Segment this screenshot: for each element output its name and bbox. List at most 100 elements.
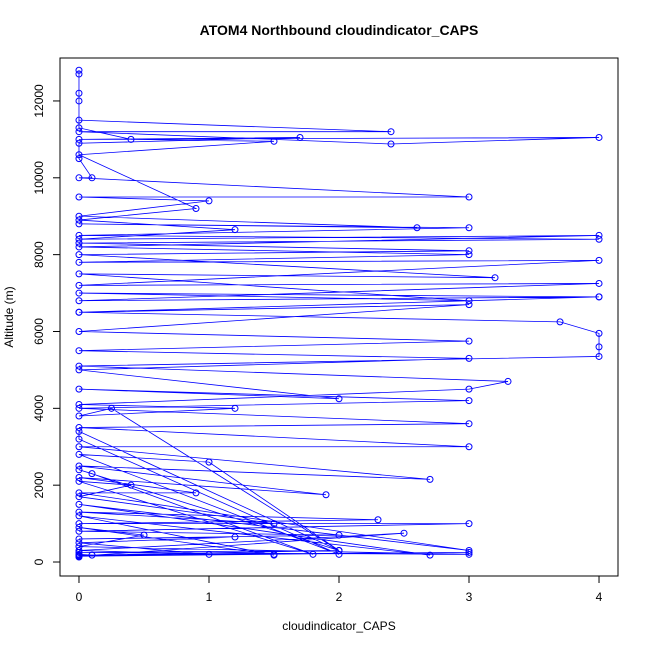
- point: [556, 318, 564, 326]
- point: [335, 546, 343, 554]
- point: [75, 193, 83, 201]
- point: [75, 435, 83, 443]
- point: [465, 224, 473, 232]
- point: [75, 400, 83, 408]
- point: [75, 443, 83, 451]
- point: [75, 243, 83, 251]
- point: [205, 550, 213, 558]
- point: [75, 462, 83, 470]
- point: [75, 281, 83, 289]
- point: [270, 137, 278, 145]
- x-tick-label: 2: [336, 590, 343, 604]
- y-tick-label: 10000: [32, 161, 46, 195]
- point: [75, 493, 83, 501]
- point: [75, 500, 83, 508]
- point: [595, 231, 603, 239]
- point: [75, 174, 83, 182]
- point: [75, 327, 83, 335]
- point: [595, 343, 603, 351]
- point: [335, 550, 343, 558]
- point: [465, 301, 473, 309]
- point: [75, 124, 83, 132]
- point: [75, 539, 83, 547]
- point: [75, 385, 83, 393]
- point: [387, 140, 395, 148]
- point: [465, 420, 473, 428]
- point: [75, 404, 83, 412]
- point: [75, 512, 83, 520]
- point: [192, 489, 200, 497]
- point: [75, 473, 83, 481]
- point: [335, 395, 343, 403]
- point: [75, 466, 83, 474]
- point: [465, 297, 473, 305]
- point: [75, 347, 83, 355]
- point: [231, 404, 239, 412]
- point: [140, 531, 148, 539]
- point: [270, 550, 278, 558]
- point: [491, 274, 499, 282]
- point: [88, 551, 96, 559]
- point: [75, 235, 83, 243]
- y-tick-label: 8000: [32, 241, 46, 268]
- y-tick-label: 2000: [32, 472, 46, 499]
- point: [426, 475, 434, 483]
- point: [127, 481, 135, 489]
- point: [75, 523, 83, 531]
- y-tick-label: 4000: [32, 395, 46, 422]
- point: [465, 443, 473, 451]
- point: [75, 289, 83, 297]
- point: [75, 527, 83, 535]
- point: [75, 308, 83, 316]
- point: [335, 531, 343, 539]
- point: [75, 97, 83, 105]
- point: [465, 546, 473, 554]
- point: [75, 151, 83, 159]
- point: [75, 231, 83, 239]
- point: [75, 258, 83, 266]
- point: [75, 239, 83, 247]
- point: [75, 552, 83, 560]
- point: [231, 226, 239, 234]
- point: [322, 491, 330, 499]
- series-line: [78, 70, 600, 558]
- point: [465, 397, 473, 405]
- point: [205, 458, 213, 466]
- point: [88, 470, 96, 478]
- point: [296, 133, 304, 141]
- y-axis-label: Altitude (m): [2, 286, 16, 347]
- point: [75, 89, 83, 97]
- point: [107, 404, 115, 412]
- point: [465, 548, 473, 556]
- x-axis-label: cloudindicator_CAPS: [282, 619, 395, 633]
- point: [75, 535, 83, 543]
- point: [595, 133, 603, 141]
- point: [231, 533, 239, 541]
- point: [75, 135, 83, 143]
- point: [465, 385, 473, 393]
- point: [465, 337, 473, 345]
- point: [75, 450, 83, 458]
- point: [465, 520, 473, 528]
- point: [426, 551, 434, 559]
- point: [75, 489, 83, 497]
- point: [75, 220, 83, 228]
- point: [127, 135, 135, 143]
- point: [595, 235, 603, 243]
- point: [400, 529, 408, 537]
- point: [504, 377, 512, 385]
- point: [75, 116, 83, 124]
- point: [465, 354, 473, 362]
- x-tick-label: 3: [466, 590, 473, 604]
- point: [595, 293, 603, 301]
- point: [75, 520, 83, 528]
- point: [75, 508, 83, 516]
- point: [192, 205, 200, 213]
- point: [75, 477, 83, 485]
- point: [75, 216, 83, 224]
- point: [205, 197, 213, 205]
- y-tick-label: 6000: [32, 318, 46, 345]
- point: [75, 424, 83, 432]
- point: [75, 212, 83, 220]
